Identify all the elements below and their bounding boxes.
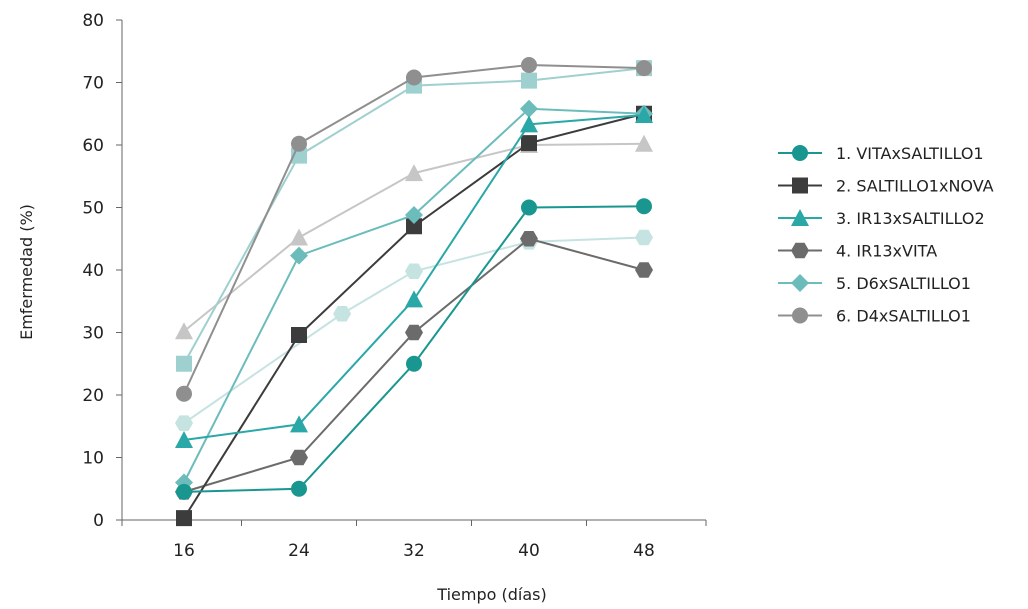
data-point [406,69,422,86]
data-point [291,480,307,497]
legend-label: 5. D6xSALTILLO1 [836,274,971,293]
data-point [520,99,538,118]
series-line [183,205,645,493]
data-point [333,305,352,322]
data-point [405,164,423,182]
x-axis-title: Tiempo (días) [436,585,546,604]
data-point [405,206,423,224]
y-tick-label: 50 [82,199,104,219]
data-point [406,218,422,235]
legend-marker [792,177,808,194]
y-tick-label: 30 [82,324,104,344]
legend-item: 4. IR13xVITA [778,242,937,261]
data-point [520,115,538,133]
legend-label: 6. D4xSALTILLO1 [836,307,971,326]
y-tick-label: 70 [82,74,104,94]
series-1 [176,198,652,500]
data-point [290,246,308,265]
data-point [521,199,537,216]
legend-label: 4. IR13xVITA [836,242,937,261]
x-tick-label: 32 [403,541,425,561]
legend-item: 1. VITAxSALTILLO1 [778,144,984,163]
data-point [290,449,308,466]
data-point [521,135,537,152]
data-point [290,415,308,433]
data-point [636,198,652,215]
data-point [635,134,653,152]
legend-marker [791,242,809,259]
data-point [406,355,422,372]
data-point [520,230,538,247]
data-point [635,229,653,246]
legend-label: 3. IR13xSALTILLO2 [836,209,985,228]
chart-legend: 1. VITAxSALTILLO1 2. SALTILLO1xNOVA 3. IR1… [778,144,994,326]
data-point [405,263,423,280]
data-point [176,510,192,527]
x-tick-label: 48 [633,541,655,561]
data-point [405,324,423,341]
x-tick-label: 40 [518,541,540,561]
data-point [521,57,537,73]
y-tick-label: 0 [93,511,104,531]
legend-marker [792,145,808,161]
series-3 [175,106,653,448]
data-point [521,72,537,89]
y-tick-label: 10 [82,449,104,469]
data-point [175,322,193,340]
legend-label: 1. VITAxSALTILLO1 [836,144,984,163]
legend-item: 5. D6xSALTILLO1 [778,274,971,293]
x-tick-label: 16 [173,541,195,561]
legend-label: 2. SALTILLO1xNOVA [836,177,994,196]
x-tick-label: 24 [288,541,310,561]
series-6 [176,57,652,402]
data-point [291,135,307,152]
data-point [636,60,652,77]
legend-marker [792,307,808,324]
data-point [175,431,193,448]
chart-series [175,57,653,527]
data-point [635,262,653,278]
data-point [635,106,653,123]
legend-item: 3. IR13xSALTILLO2 [778,209,985,228]
legend-marker [791,209,809,226]
y-tick-label: 60 [82,136,104,156]
y-tick-label: 20 [82,386,104,406]
data-point [175,415,193,431]
y-tick-label: 40 [82,261,104,281]
chart-axes: 0 10 20 30 40 50 60 70 80 16 24 32 40 48 [82,11,707,561]
data-point [405,290,423,308]
series-8 [175,134,653,340]
data-point [176,483,192,500]
legend-item: 2. SALTILLO1xNOVA [778,177,994,196]
legend-marker [791,274,809,292]
data-point [290,228,308,246]
data-point [176,355,192,372]
data-point [291,327,307,343]
y-tick-label: 80 [82,11,104,31]
legend-item: 6. D4xSALTILLO1 [778,307,971,326]
y-axis-title: Emfermedad (%) [17,204,36,340]
data-point [176,385,192,402]
